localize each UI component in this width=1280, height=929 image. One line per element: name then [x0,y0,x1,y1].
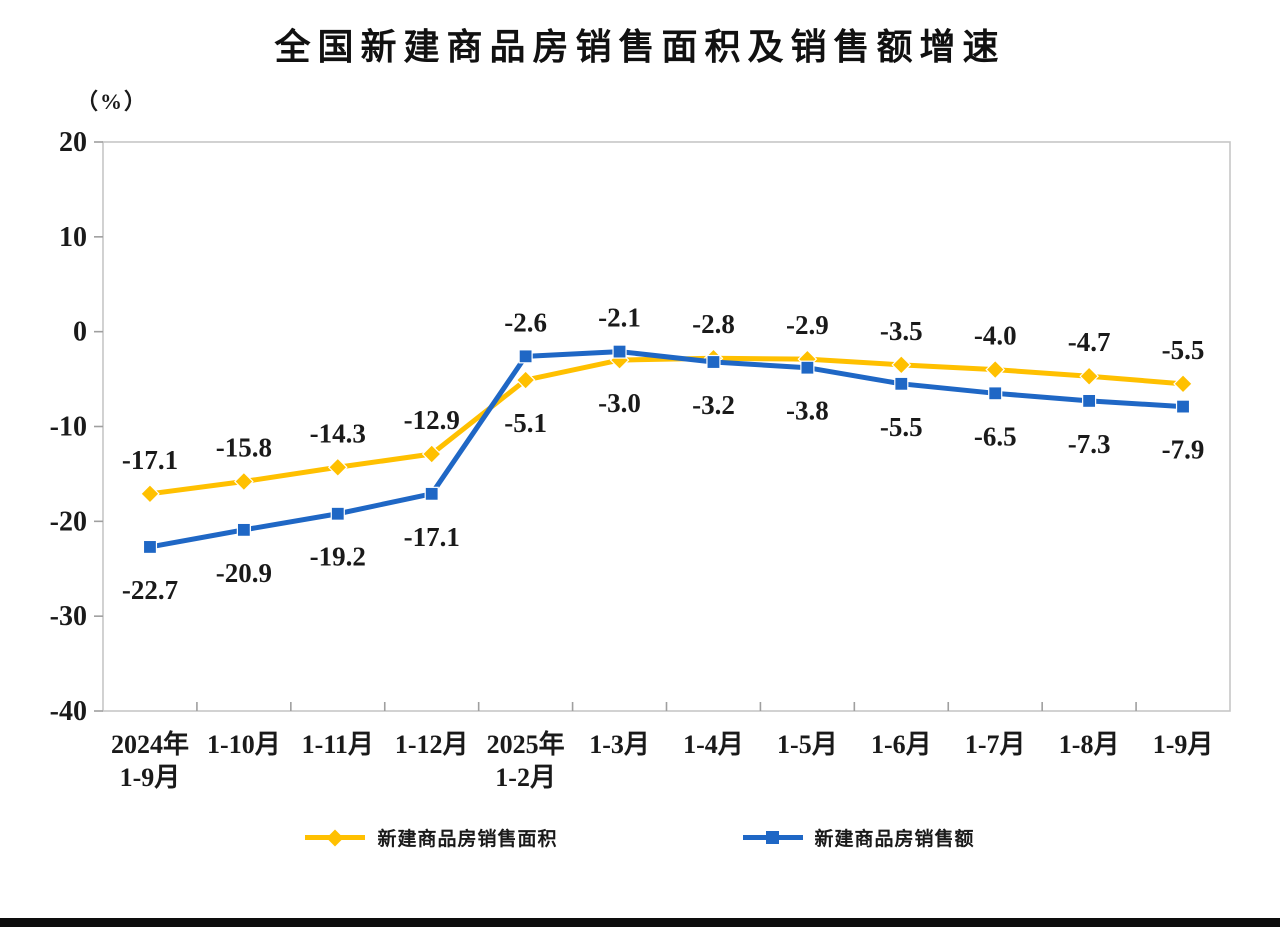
data-label: -22.7 [122,575,178,605]
data-point [1079,366,1099,387]
data-label: -3.2 [692,390,735,420]
data-labels: -17.1 -15.8 -14.3 -12.9 -5.1 -3.0 -2.8 -2.9 -3.5… [122,303,1205,605]
x-category-label: 2024年 1-9月 [111,729,189,792]
data-point [424,486,439,501]
data-label: -7.9 [1162,435,1205,465]
data-label: -17.1 [404,522,460,552]
data-point [330,506,345,521]
series-0 [140,348,1193,504]
x-category-label: 1-10月 [207,730,281,759]
data-point [706,354,721,370]
x-category-label: 1-3月 [589,730,650,759]
x-category-label: 1-6月 [871,730,932,759]
sales-area-line-marker-icon [305,829,366,846]
data-point [1173,373,1193,394]
plot-border [102,141,1231,712]
x-category-label: 2025年 1-2月 [487,729,565,792]
data-point [1175,399,1191,414]
data-label: -14.3 [310,418,366,448]
y-tick-label: 10 [59,222,87,253]
data-point [142,539,158,555]
data-label: -2.8 [692,309,735,339]
data-point [1082,393,1097,408]
y-axis-unit-label: （%） [76,89,149,114]
data-label: -12.9 [404,405,460,435]
data-label: -2.1 [598,303,641,333]
x-category-label: 1-7月 [965,730,1026,759]
y-axis: 20 10 0 -10 -20 -30 -40 [50,127,103,727]
x-category-label: 1-9月 [1153,730,1214,759]
data-label: -19.2 [310,542,366,572]
data-point [518,349,533,364]
x-category-label: 1-8月 [1059,730,1120,759]
square-marker-icon [766,831,779,844]
data-label: -2.6 [504,307,547,337]
data-point [140,483,160,504]
data-label: -3.0 [598,388,641,418]
data-point [894,376,909,391]
data-point [985,359,1006,380]
series-1 [142,344,1191,555]
series-line [147,355,1186,497]
data-point [234,471,254,492]
legend-item-sales-area: 新建商品房销售面积 [305,824,557,851]
y-tick-label: 20 [59,127,87,158]
legend: 新建商品房销售面积 新建商品房销售额 [0,824,1280,851]
legend-label-sales-amount: 新建商品房销售额 [814,829,975,850]
data-label: -6.5 [974,421,1017,451]
legend-label-sales-area: 新建商品房销售面积 [377,829,558,850]
sales-amount-line-marker-icon [742,831,803,845]
data-point [988,386,1003,401]
data-point [515,370,536,390]
x-category-label: 1-4月 [683,730,744,759]
data-label: -3.8 [786,396,829,426]
y-tick-label: -30 [50,601,87,632]
data-label: -5.5 [880,412,923,442]
y-tick-label: -10 [50,412,87,443]
data-point [236,522,251,537]
data-point [891,355,912,375]
x-category-label: 1-11月 [302,730,374,759]
chart-title: 全国新建商品房销售面积及销售额增速 [274,26,1006,67]
y-tick-label: -40 [50,696,87,727]
bottom-rule [0,918,1280,927]
data-label: -4.7 [1068,327,1111,357]
diamond-marker-icon [326,829,344,846]
data-label: -7.3 [1068,429,1111,459]
x-axis: 2024年 1-9月 1-10月 1-11月 1-12月 2025年 1-2月 1-3月 1-4… [111,702,1213,792]
legend-item-sales-amount: 新建商品房销售额 [742,824,975,851]
data-point [421,444,442,464]
x-category-label: 1-5月 [777,730,838,759]
data-point [800,360,815,375]
data-label: -15.8 [216,433,272,463]
data-label: -17.1 [122,445,178,475]
data-label: -2.9 [786,310,829,340]
y-tick-label: 0 [73,317,87,348]
y-tick-label: -20 [50,506,87,537]
data-label: -5.1 [504,408,547,438]
data-point [327,457,348,478]
data-label: -5.5 [1162,335,1205,365]
data-label: -20.9 [216,558,272,588]
data-label: -4.0 [974,321,1017,351]
data-label: -3.5 [880,316,923,346]
data-point [612,344,627,359]
x-category-label: 1-12月 [395,730,469,759]
series-line [147,349,1186,550]
